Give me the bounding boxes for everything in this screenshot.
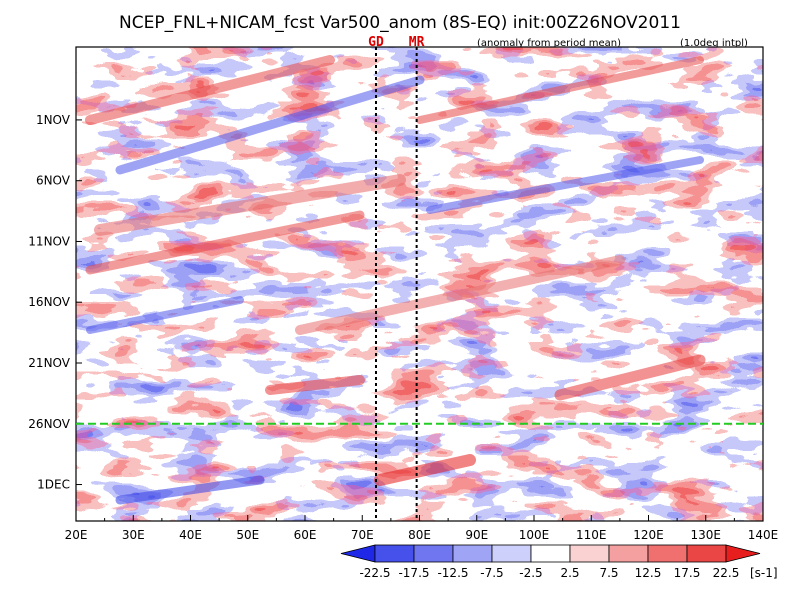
colorbar-units: [s-1] (750, 566, 778, 580)
anomaly-streak (554, 354, 706, 401)
y-tick-label: 6NOV (36, 174, 71, 188)
colorbar-swatch (647, 544, 688, 563)
anomaly-streak (85, 55, 335, 125)
anomaly-streak (295, 255, 625, 335)
x-tick-label: 40E (179, 528, 202, 542)
anomaly-streak (374, 454, 476, 486)
station-markers: GD MR (368, 35, 425, 521)
colorbar-level-label: -12.5 (437, 566, 468, 580)
anomaly-field (76, 47, 763, 521)
colorbar-swatch (413, 544, 454, 563)
y-tick-label: 26NOV (28, 417, 70, 431)
x-tick-label: 60E (294, 528, 317, 542)
anomaly-streak (115, 475, 265, 505)
colorbar-level-label: -7.5 (480, 566, 503, 580)
colorbar: -22.5 -17.5 -12.5 -7.5 -2.5 2.5 7.5 12.5 17.5 22.… (340, 544, 778, 580)
colorbar-arrow-left (340, 544, 376, 563)
anomaly-streak (85, 210, 365, 275)
colorbar-swatch (569, 544, 610, 563)
colorbar-arrow-right (725, 544, 761, 563)
marker-label: GD (368, 35, 384, 50)
x-tick-label: 50E (236, 528, 259, 542)
y-tick-label: 16NOV (28, 295, 70, 309)
colorbar-swatch (452, 544, 493, 563)
plot-area (76, 47, 763, 521)
colorbar-level-label: 7.5 (599, 566, 618, 580)
streak-layer (85, 55, 706, 505)
x-tick-label: 70E (351, 528, 374, 542)
colorbar-swatch (491, 544, 532, 563)
anomaly-streak (426, 156, 704, 214)
chart-subtitle-right: (1.0deg intpl) (680, 38, 748, 49)
marker-label: MR (409, 35, 425, 50)
anomaly-streak (265, 375, 365, 395)
x-tick-label: 130E (691, 528, 722, 542)
anomaly-streak (94, 174, 406, 236)
colorbar-level-label: -2.5 (519, 566, 542, 580)
anomaly-streak (115, 75, 425, 175)
y-tick-label: 21NOV (28, 356, 70, 370)
colorbar-swatch (374, 544, 415, 563)
x-tick-label: 90E (465, 528, 488, 542)
x-tick-label: 80E (408, 528, 431, 542)
x-tick-label: 100E (519, 528, 550, 542)
colorbar-level-label: 2.5 (560, 566, 579, 580)
y-tick-label: 11NOV (28, 234, 70, 248)
colorbar-level-label: 17.5 (674, 566, 701, 580)
x-tick-label: 30E (122, 528, 145, 542)
colorbar-swatch (530, 544, 571, 563)
x-tick-label: 120E (633, 528, 664, 542)
chart-subtitle-left: (anomaly from period mean) (477, 38, 621, 49)
chart-title: NCEP_FNL+NICAM_fcst Var500_anom (8S-EQ) … (119, 13, 681, 33)
colorbar-level-label: 12.5 (635, 566, 662, 580)
anomaly-streak (416, 56, 704, 124)
colorbar-level-label: 22.5 (713, 566, 740, 580)
y-tick-label: 1DEC (37, 478, 70, 492)
colorbar-level-label: -17.5 (398, 566, 429, 580)
y-axis: 1NOV 6NOV 11NOV 16NOV 21NOV 26NOV 1DEC (28, 113, 82, 492)
x-axis: 20E 30E 40E 50E 60E 70E 80E 90E 100E 110E 120E 130E… (65, 515, 779, 542)
colorbar-swatch (686, 544, 727, 563)
anomaly-streak (86, 296, 244, 334)
x-tick-label: 110E (576, 528, 607, 542)
colorbar-swatch (608, 544, 649, 563)
x-tick-label: 20E (65, 528, 88, 542)
colorbar-level-label: -22.5 (359, 566, 390, 580)
x-tick-label: 140E (748, 528, 779, 542)
y-tick-label: 1NOV (36, 113, 71, 127)
